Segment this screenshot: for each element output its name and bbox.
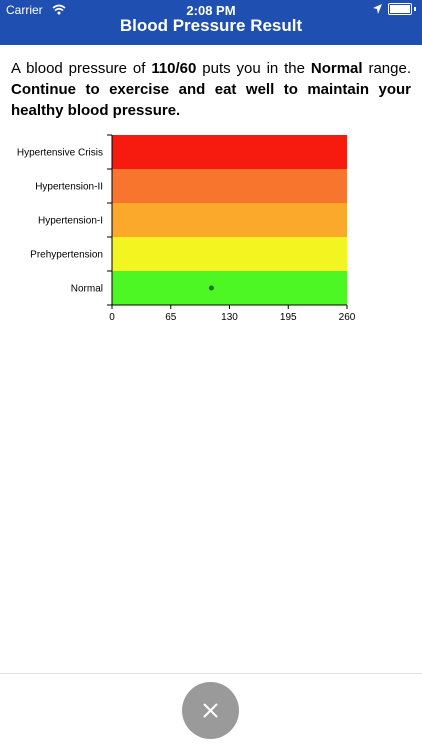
band-normal — [112, 271, 347, 305]
footer-divider — [0, 673, 422, 674]
page-title: Blood Pressure Result — [119, 16, 303, 35]
result-category: Normal — [310, 60, 363, 77]
bp-range-chart: Normal Prehypertension Hypertension-I Hyper… — [17, 134, 356, 323]
band-hypertension-ii — [112, 169, 347, 203]
band-hypertensive-crisis — [112, 135, 347, 169]
result-text-3: range. — [362, 60, 411, 77]
location-arrow-icon — [373, 4, 382, 14]
close-button[interactable] — [182, 682, 239, 739]
wifi-icon — [52, 4, 66, 15]
y-tick-label: Normal — [71, 284, 103, 295]
battery-icon — [388, 3, 412, 15]
nav-bar: Carrier 2:08 PM Blood Pressure Result — [0, 0, 422, 45]
y-tick-label: Hypertension-I — [38, 216, 103, 227]
result-text-1: A blood pressure of — [11, 60, 152, 77]
y-tick-label: Hypertension-II — [35, 182, 103, 193]
x-tick-label: 195 — [280, 312, 297, 323]
x-tick-label: 65 — [165, 312, 177, 323]
x-tick-label: 0 — [109, 312, 115, 323]
close-icon — [203, 703, 218, 718]
band-hypertension-i — [112, 203, 347, 237]
y-tick-label: Prehypertension — [30, 250, 103, 261]
x-tick-label: 260 — [339, 312, 356, 323]
x-tick-label: 130 — [221, 312, 238, 323]
result-text-2: puts you in the — [196, 60, 311, 77]
carrier-label: Carrier — [6, 3, 43, 17]
battery-nub — [414, 7, 416, 11]
status-time: 2:08 PM — [186, 3, 236, 18]
result-message: A blood pressure of 110/60 puts you in t… — [11, 58, 411, 121]
result-advice: Continue to exercise and eat well to mai… — [11, 81, 411, 119]
y-tick-label: Hypertensive Crisis — [17, 148, 103, 159]
status-right — [373, 3, 416, 15]
result-reading: 110/60 — [151, 60, 197, 77]
reading-point — [208, 285, 214, 291]
band-prehypertension — [112, 237, 347, 271]
